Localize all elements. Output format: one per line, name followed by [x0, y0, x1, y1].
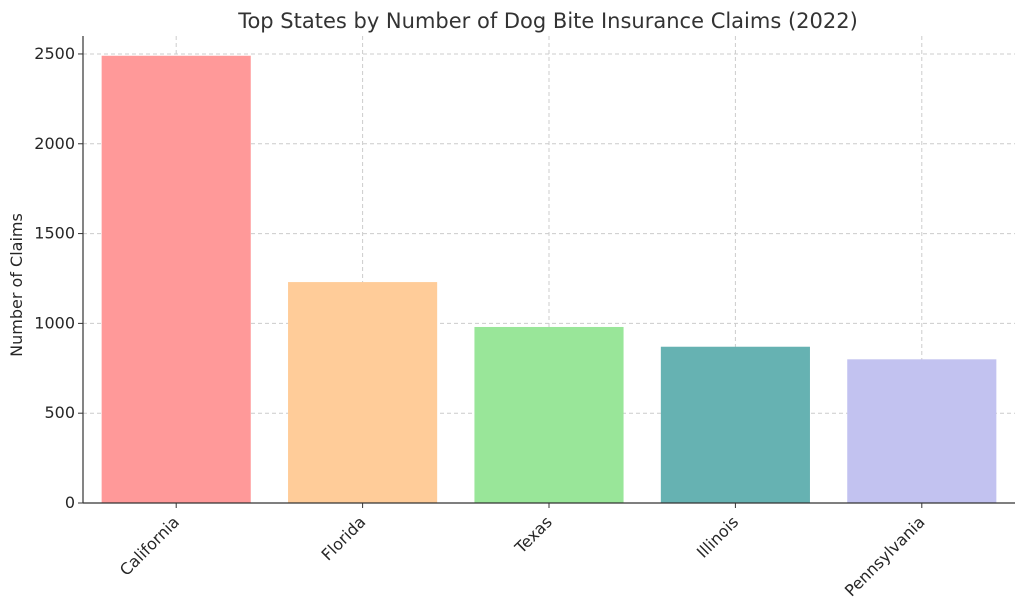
x-tick-label: Illinois: [693, 512, 742, 561]
bar-florida: [288, 282, 438, 503]
y-axis-label: Number of Claims: [7, 213, 26, 357]
bar-california: [101, 55, 251, 503]
bar-texas: [474, 326, 624, 503]
chart-title: Top States by Number of Dog Bite Insuran…: [237, 9, 858, 33]
y-tick-label: 0: [65, 493, 75, 512]
y-tick-label: 1500: [34, 224, 75, 243]
x-tick-label: California: [116, 512, 183, 579]
y-tick-label: 2500: [34, 44, 75, 63]
bar-pennsylvania: [847, 359, 997, 503]
bar-layer: [101, 55, 997, 503]
y-tick-label: 2000: [34, 134, 75, 153]
bar-illinois: [660, 346, 810, 503]
y-tick-label: 1000: [34, 313, 75, 332]
x-tick-label: Florida: [318, 512, 370, 564]
x-tick-label: Texas: [510, 512, 555, 557]
y-tick-label: 500: [44, 403, 75, 422]
x-tick-label: Pennsylvania: [841, 512, 929, 600]
